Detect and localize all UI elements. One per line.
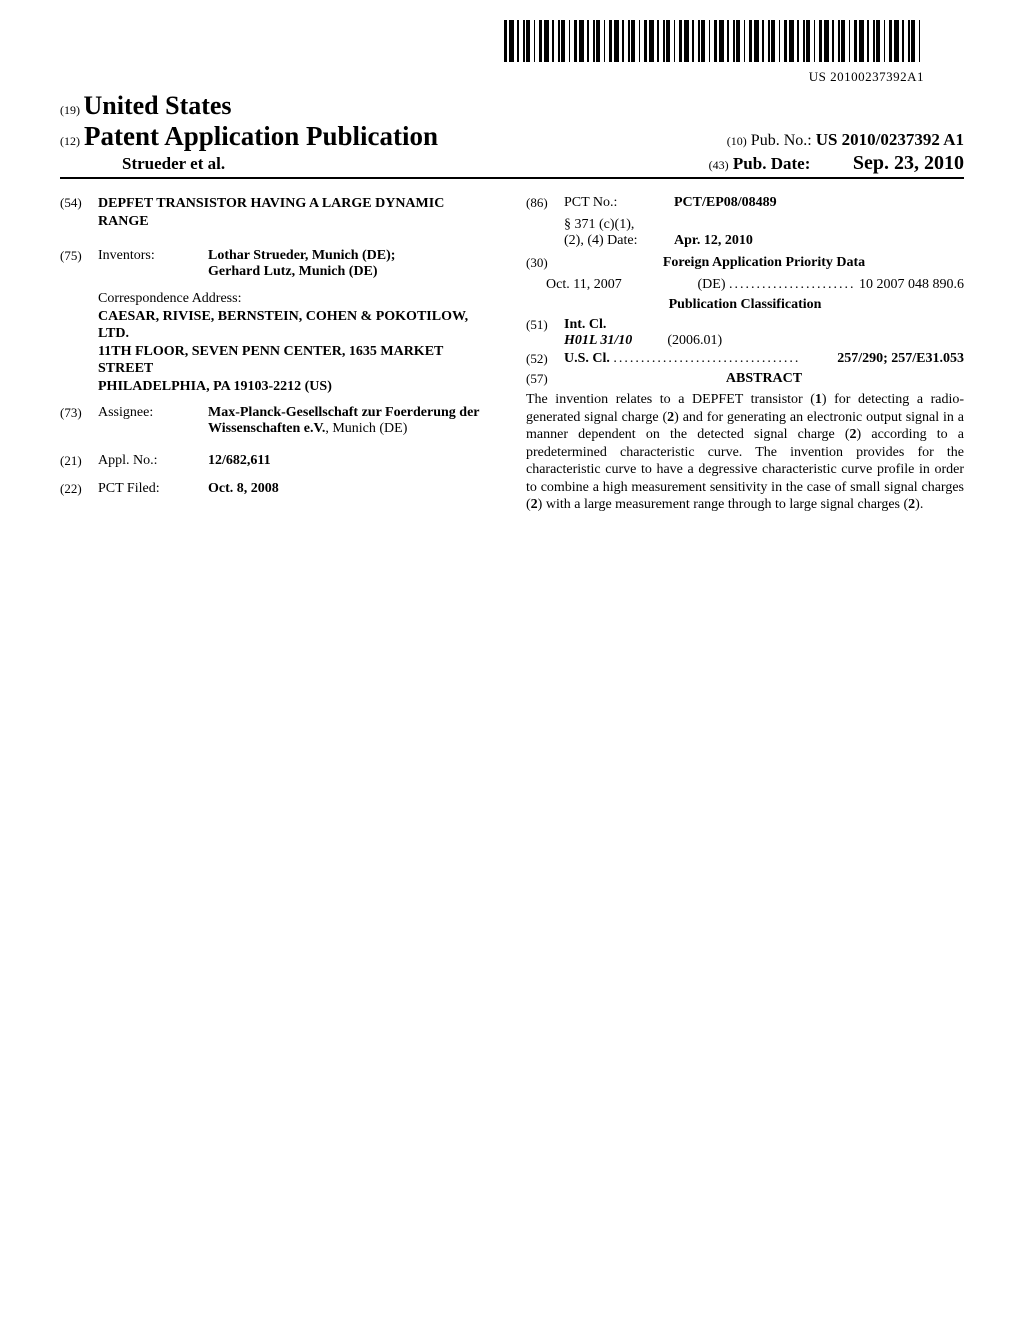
priority-dots: ....................... — [729, 277, 856, 292]
inventors-field: (75) Inventors: Lothar Strueder, Munich … — [60, 248, 498, 280]
priority-row: Oct. 11, 2007 (DE) .....................… — [526, 277, 964, 293]
corr-city: PHILADELPHIA, PA 19103-2212 (US) — [98, 378, 498, 396]
intcl-code: (51) — [526, 317, 564, 349]
priority-cc: (DE) — [698, 277, 726, 292]
assignee-code: (73) — [60, 405, 98, 437]
corr-street: 11TH FLOOR, SEVEN PENN CENTER, 1635 MARK… — [98, 343, 498, 378]
pub-date-code: (43) — [709, 158, 729, 172]
publication-left: (12) Patent Application Publication — [60, 121, 438, 152]
priority-cc-block: (DE) ....................... 10 2007 048… — [698, 277, 965, 293]
priority-no: 10 2007 048 890.6 — [859, 277, 964, 292]
s371-field: § 371 (c)(1), (2), (4) Date: Apr. 12, 20… — [526, 217, 964, 249]
header-rule — [60, 177, 964, 179]
correspondence-address: Correspondence Address: CAESAR, RIVISE, … — [98, 290, 498, 395]
abstract-code: (57) — [526, 371, 564, 387]
priority-head: Foreign Application Priority Data — [564, 255, 964, 271]
pub-date-label: Pub. Date: — [733, 154, 810, 173]
left-column: (54) DEPFET TRANSISTOR HAVING A LARGE DY… — [60, 189, 498, 514]
uscl-code: (52) — [526, 351, 564, 367]
appl-label: Appl. No.: — [98, 453, 208, 469]
s371-label: § 371 (c)(1), (2), (4) Date: — [564, 217, 674, 249]
empty-code — [526, 217, 564, 249]
appl-no: 12/682,611 — [208, 453, 498, 469]
pub-no-code: (10) — [727, 134, 747, 148]
assignee: Max-Planck-Gesellschaft zur Foerderung d… — [208, 405, 498, 437]
publication-right: (10) Pub. No.: US 2010/0237392 A1 — [727, 130, 964, 150]
s371-date: Apr. 12, 2010 — [674, 233, 964, 249]
barcode-block: US 20100237392A1 — [60, 20, 964, 85]
uscl-block: U.S. Cl. ...............................… — [564, 351, 964, 367]
pub-date: Sep. 23, 2010 — [853, 152, 964, 174]
corr-name: CAESAR, RIVISE, BERNSTEIN, COHEN & POKOT… — [98, 308, 498, 343]
inventors: Lothar Strueder, Munich (DE); Gerhard Lu… — [208, 248, 498, 280]
pub-no: US 2010/0237392 A1 — [816, 130, 964, 149]
uscl-field: (52) U.S. Cl. ..........................… — [526, 351, 964, 367]
intcl-label: Int. Cl. — [564, 317, 964, 333]
filed-date: Oct. 8, 2008 — [208, 481, 498, 497]
country-code: (19) — [60, 103, 80, 117]
filed-field: (22) PCT Filed: Oct. 8, 2008 — [60, 481, 498, 497]
intcl-symbol: H01L 31/10 — [564, 333, 632, 348]
publication-line: (12) Patent Application Publication (10)… — [60, 121, 964, 152]
barcode-icon — [504, 20, 924, 62]
inventors-label: Inventors: — [98, 248, 208, 280]
uscl-left: U.S. Cl. ...............................… — [564, 351, 800, 367]
country-name: United States — [84, 91, 232, 120]
assignee-field: (73) Assignee: Max-Planck-Gesellschaft z… — [60, 405, 498, 437]
uscl-label: U.S. Cl. — [564, 351, 610, 366]
header: (19) United States (12) Patent Applicati… — [60, 91, 964, 175]
invention-title: DEPFET TRANSISTOR HAVING A LARGE DYNAMIC… — [98, 195, 498, 230]
appl-code: (21) — [60, 453, 98, 469]
priority-date: Oct. 11, 2007 — [546, 277, 622, 293]
pct-field: (86) PCT No.: PCT/EP08/08489 — [526, 195, 964, 211]
appl-field: (21) Appl. No.: 12/682,611 — [60, 453, 498, 469]
pub-type-code: (12) — [60, 134, 80, 148]
pct-code: (86) — [526, 195, 564, 211]
right-column: (86) PCT No.: PCT/EP08/08489 § 371 (c)(1… — [526, 189, 964, 514]
patent-front-page: US 20100237392A1 (19) United States (12)… — [0, 0, 1024, 1320]
priority-code: (30) — [526, 255, 564, 271]
intcl-block: Int. Cl. H01L 31/10 (2006.01) — [564, 317, 964, 349]
priority-field: (30) Foreign Application Priority Data — [526, 255, 964, 271]
classification-head: Publication Classification — [526, 297, 964, 313]
country-line: (19) United States — [60, 91, 964, 121]
body-columns: (54) DEPFET TRANSISTOR HAVING A LARGE DY… — [60, 189, 964, 514]
inventors-code: (75) — [60, 248, 98, 280]
title-code: (54) — [60, 195, 98, 230]
pub-date-block: (43) Pub. Date: Sep. 23, 2010 — [709, 152, 964, 175]
title-field: (54) DEPFET TRANSISTOR HAVING A LARGE DY… — [60, 195, 498, 230]
header-authors: Strueder et al. — [60, 154, 225, 174]
abstract-text: The invention relates to a DEPFET transi… — [526, 391, 964, 514]
uscl-dots: .................................. — [613, 351, 800, 366]
filed-label: PCT Filed: — [98, 481, 208, 497]
pct-label: PCT No.: — [564, 195, 674, 211]
pct-no: PCT/EP08/08489 — [674, 195, 964, 211]
uscl-value: 257/290; 257/E31.053 — [837, 351, 964, 367]
abstract-head: ABSTRACT — [564, 371, 964, 387]
pub-no-label: Pub. No.: — [751, 132, 812, 149]
corr-label: Correspondence Address: — [98, 290, 498, 308]
intcl-field: (51) Int. Cl. H01L 31/10 (2006.01) — [526, 317, 964, 349]
filed-code: (22) — [60, 481, 98, 497]
barcode-label: US 20100237392A1 — [60, 69, 924, 85]
assignee-label: Assignee: — [98, 405, 208, 437]
publication-type: Patent Application Publication — [84, 121, 438, 151]
abstract-head-row: (57) ABSTRACT — [526, 371, 964, 387]
authors-line: Strueder et al. (43) Pub. Date: Sep. 23,… — [60, 152, 964, 175]
intcl-version: (2006.01) — [667, 333, 722, 348]
